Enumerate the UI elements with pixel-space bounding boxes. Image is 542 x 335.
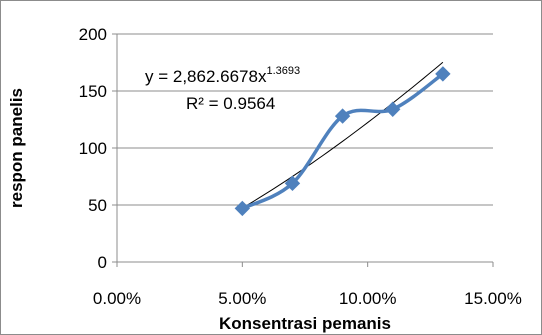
x-tick-label: 10.00%: [339, 289, 397, 308]
y-tick-label: 150: [79, 82, 107, 101]
y-axis-title: respon panelis: [7, 88, 26, 208]
data-point-marker: [234, 200, 251, 217]
x-tick-label: 0.00%: [93, 289, 141, 308]
axis-layer: 0 50 100 150 200 0.00% 5.00% 10.00% 15.00%: [79, 25, 522, 308]
y-tick-label: 0: [98, 253, 107, 272]
y-tick-label: 200: [79, 25, 107, 44]
x-tick-label: 5.00%: [218, 289, 266, 308]
y-tick-label: 50: [88, 196, 107, 215]
x-axis-title: Konsentrasi pemanis: [219, 314, 391, 333]
data-point-marker: [385, 101, 401, 117]
data-point-marker: [284, 175, 301, 192]
data-point-marker: [334, 108, 351, 124]
y-tick-label: 100: [79, 139, 107, 158]
series-layer: [234, 66, 451, 217]
data-point-marker: [435, 66, 451, 82]
trend-layer: [242, 61, 444, 209]
x-tick-label: 15.00%: [464, 289, 522, 308]
trendline-equation: y = 2,862.6678x1.3693: [145, 65, 300, 86]
r-squared-label: R² = 0.9564: [186, 94, 275, 113]
trendline: [242, 61, 444, 209]
